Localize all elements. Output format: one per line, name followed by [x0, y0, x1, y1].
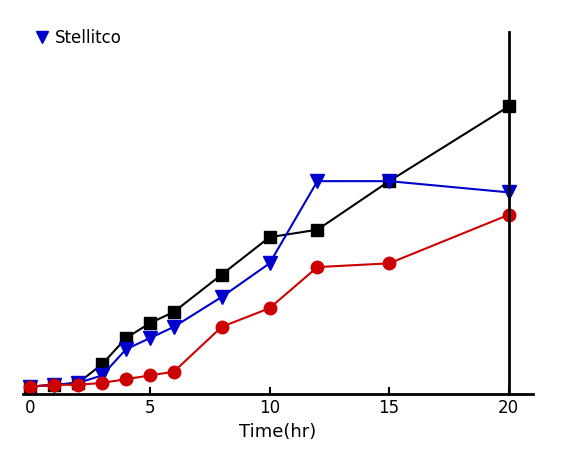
Fe-Cr-C-Mn-V [27, 384, 34, 390]
Fe-Cr-C-Mn-Ti [505, 104, 512, 109]
Fe-Cr-C-Mn-V [123, 376, 130, 382]
Stellitco [146, 335, 153, 341]
Stellitco [505, 190, 512, 195]
Stellitco [266, 260, 273, 266]
Fe-Cr-C-Mn-V [218, 324, 225, 330]
Fe-Cr-C-Mn-V [505, 212, 512, 217]
Fe-Cr-C-Mn-Ti [146, 320, 153, 326]
Fe-Cr-C-Mn-V [146, 373, 153, 378]
Stellitco [386, 178, 393, 184]
Stellitco [218, 294, 225, 300]
Fe-Cr-C-Mn-Ti [51, 382, 58, 387]
Stellitco [123, 347, 130, 352]
Fe-Cr-C-Mn-Ti [75, 380, 82, 386]
Fe-Cr-C-Mn-V [51, 382, 58, 387]
Fe-Cr-C-Mn-Ti [98, 361, 105, 367]
Fe-Cr-C-Mn-V [314, 265, 321, 270]
Legend: Stellitco: Stellitco [31, 22, 129, 53]
Fe-Cr-C-Mn-Ti [123, 335, 130, 341]
Fe-Cr-C-Mn-Ti [170, 309, 177, 315]
Fe-Cr-C-Mn-Ti [27, 384, 34, 390]
Line: Fe-Cr-C-Mn-Ti: Fe-Cr-C-Mn-Ti [25, 101, 514, 392]
Fe-Cr-C-Mn-Ti [266, 235, 273, 240]
Fe-Cr-C-Mn-V [170, 369, 177, 375]
Line: Stellitco: Stellitco [23, 174, 516, 394]
Stellitco [170, 324, 177, 330]
Stellitco [314, 178, 321, 184]
Fe-Cr-C-Mn-V [266, 305, 273, 311]
Fe-Cr-C-Mn-Ti [386, 178, 393, 184]
Fe-Cr-C-Mn-Ti [218, 272, 225, 277]
Fe-Cr-C-Mn-V [75, 382, 82, 387]
Fe-Cr-C-Mn-V [98, 380, 105, 386]
Line: Fe-Cr-C-Mn-V: Fe-Cr-C-Mn-V [24, 208, 515, 393]
Stellitco [51, 382, 58, 387]
Fe-Cr-C-Mn-V [386, 260, 393, 266]
Stellitco [75, 380, 82, 386]
Stellitco [27, 384, 34, 390]
X-axis label: Time(hr): Time(hr) [239, 423, 317, 440]
Fe-Cr-C-Mn-Ti [314, 227, 321, 232]
Stellitco [98, 373, 105, 378]
